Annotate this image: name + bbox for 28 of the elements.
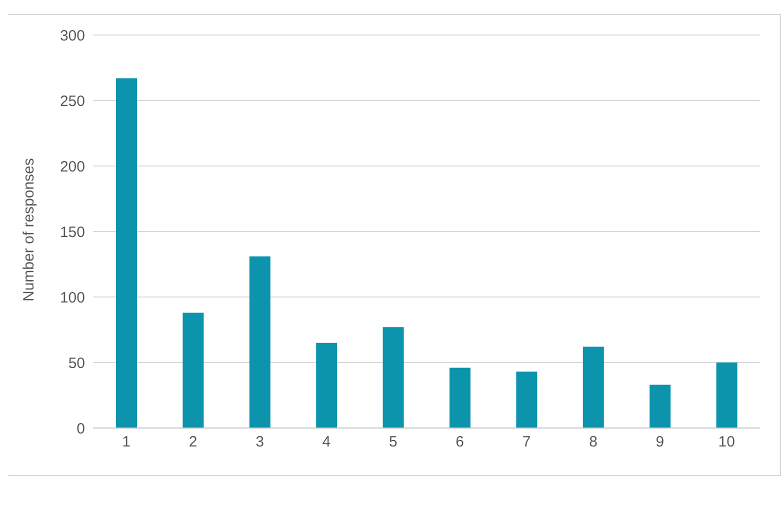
- bar: [116, 78, 137, 428]
- y-axis-title: Number of responses: [20, 158, 38, 302]
- x-tick-label: 9: [656, 434, 664, 451]
- x-tick-label: 5: [388, 434, 398, 451]
- bar: [716, 362, 738, 428]
- x-tick-label: 6: [456, 434, 464, 451]
- y-tick-label: 250: [60, 92, 85, 110]
- y-tick-label: 200: [60, 158, 85, 176]
- bar: [316, 342, 338, 428]
- x-tick-label: 10: [718, 434, 735, 451]
- y-tick-label: 0: [76, 420, 85, 438]
- bar: [516, 372, 538, 428]
- x-tick-label: 7: [522, 434, 531, 451]
- bar: [450, 368, 470, 428]
- x-tick-label: 4: [322, 434, 331, 451]
- bar: [582, 346, 604, 428]
- y-tick-label: 300: [60, 27, 85, 44]
- x-tick-label: 8: [589, 434, 598, 451]
- bar: [249, 256, 270, 428]
- y-tick-label: 50: [68, 354, 85, 372]
- y-tick-label: 150: [60, 224, 85, 241]
- bar: [650, 384, 671, 428]
- x-tick-label: 2: [188, 434, 198, 451]
- bar: [182, 312, 204, 428]
- bar: [382, 327, 404, 428]
- x-tick-label: 3: [256, 434, 264, 451]
- y-tick-label: 100: [60, 289, 85, 306]
- x-tick-label: 1: [122, 434, 131, 451]
